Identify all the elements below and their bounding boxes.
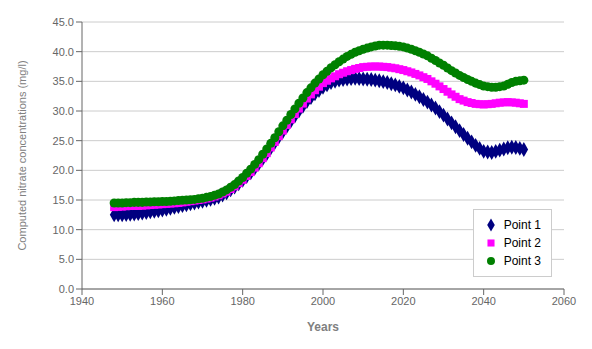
svg-text:Years: Years xyxy=(307,320,339,334)
svg-text:10.0: 10.0 xyxy=(53,224,74,236)
html-text:Point 2: Point 2 xyxy=(503,236,541,250)
svg-text:20.0: 20.0 xyxy=(53,164,74,176)
svg-text:5.0: 5.0 xyxy=(59,253,74,265)
svg-text:35.0: 35.0 xyxy=(53,75,74,87)
svg-text:Computed nitrate concentration: Computed nitrate concentrations (mg/l) xyxy=(16,60,28,250)
svg-text:40.0: 40.0 xyxy=(53,46,74,58)
svg-text:2040: 2040 xyxy=(471,295,495,307)
svg-text:2020: 2020 xyxy=(391,295,415,307)
html-text:Point 3: Point 3 xyxy=(503,254,541,268)
svg-text:0.0: 0.0 xyxy=(59,283,74,295)
svg-text:25.0: 25.0 xyxy=(53,135,74,147)
svg-text:15.0: 15.0 xyxy=(53,194,74,206)
svg-text:30.0: 30.0 xyxy=(53,105,74,117)
svg-text:45.0: 45.0 xyxy=(53,16,74,28)
svg-text:1940: 1940 xyxy=(70,295,94,307)
svg-text:1960: 1960 xyxy=(150,295,174,307)
svg-text:1980: 1980 xyxy=(230,295,254,307)
svg-text:2060: 2060 xyxy=(552,295,576,307)
svg-text:2000: 2000 xyxy=(311,295,335,307)
html-text:Point 1: Point 1 xyxy=(503,218,541,232)
